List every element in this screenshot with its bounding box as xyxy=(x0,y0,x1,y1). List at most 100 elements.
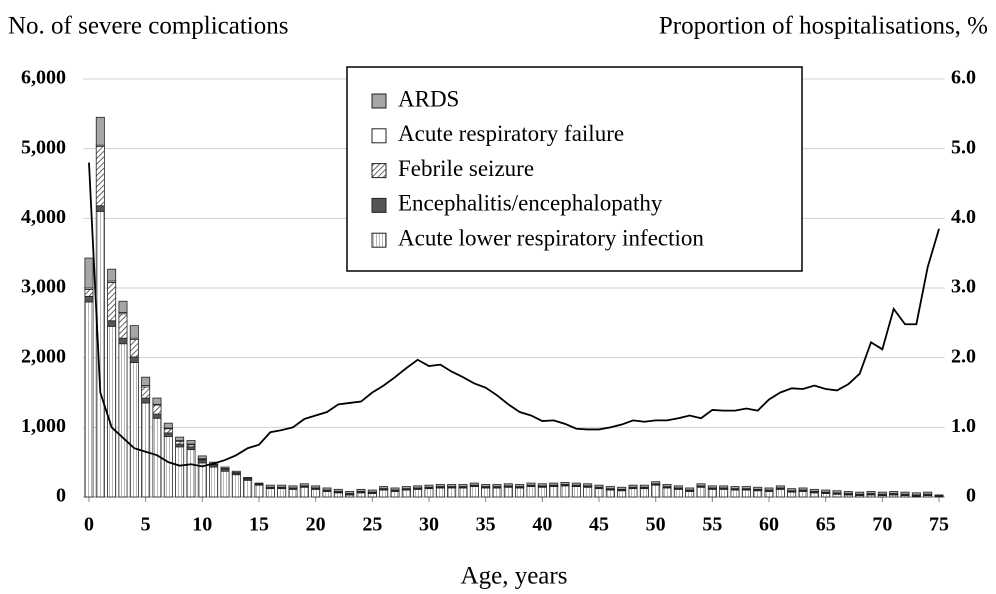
bar-segment xyxy=(333,492,343,498)
bar-segment xyxy=(685,487,695,491)
bar-segment xyxy=(265,484,275,488)
bar-segment xyxy=(107,268,117,282)
bar-segment xyxy=(129,325,139,339)
bar-segment xyxy=(175,436,185,441)
bar-segment xyxy=(560,485,570,498)
bar-segment xyxy=(447,484,457,487)
bar-segment xyxy=(651,484,661,498)
bar-segment xyxy=(481,487,491,498)
bar-segment xyxy=(719,488,729,498)
bar-segment xyxy=(84,257,94,289)
bar-segment xyxy=(855,491,865,495)
x-tick-label: 45 xyxy=(589,514,609,536)
bar-segment xyxy=(753,486,763,490)
bar-segment xyxy=(299,486,309,498)
bar-segment xyxy=(141,376,151,386)
y2-tick-label: 6.0 xyxy=(951,67,976,89)
y-tick-label: 4,000 xyxy=(21,206,66,228)
bar-segment xyxy=(889,491,899,494)
bar-segment xyxy=(605,489,615,498)
bar-segment xyxy=(95,205,105,212)
bar-segment xyxy=(571,482,581,486)
labels: 0 1,000 2,000 3,000 4,000 5,000 6,000 0 1.0 2.0 3.… xyxy=(21,67,976,536)
bar-segment xyxy=(186,446,196,451)
bar-segment xyxy=(141,386,151,399)
x-tick-label: 40 xyxy=(532,514,552,536)
bar-segment xyxy=(662,484,672,487)
y-tick-label: 3,000 xyxy=(21,276,66,298)
bar-segment xyxy=(617,490,627,498)
bar-segment xyxy=(277,488,287,498)
bar-segment xyxy=(163,432,173,437)
bar-segment xyxy=(243,477,253,479)
bar-segment xyxy=(175,446,185,498)
bar-segment xyxy=(220,470,230,498)
bar-segment xyxy=(152,397,162,405)
bar-segment xyxy=(129,356,139,363)
x-axis-title: Age, years xyxy=(461,563,568,590)
legend-label: Acute respiratory failure xyxy=(398,121,624,146)
bar-segment xyxy=(95,210,105,498)
bar-segment xyxy=(753,490,763,498)
x-tick-label: 20 xyxy=(306,514,326,536)
bar-segment xyxy=(639,488,649,498)
bar-segment xyxy=(152,413,162,419)
x-tick-label: 0 xyxy=(84,514,94,536)
bar-segment xyxy=(775,488,785,498)
bar-segment xyxy=(832,493,842,498)
bar-segment xyxy=(197,462,207,498)
y2-tick-label: 2.0 xyxy=(951,345,976,367)
bar-segment xyxy=(594,488,604,498)
y-tick-label: 1,000 xyxy=(21,415,66,437)
legend-label: Febrile seizure xyxy=(398,156,534,181)
legend-swatch xyxy=(371,163,387,179)
bar-segment xyxy=(798,491,808,498)
bar-segment xyxy=(707,488,717,498)
legend: ARDS Acute respiratory failure Febrile sei… xyxy=(346,66,803,272)
bar-segment xyxy=(730,489,740,498)
bar-segment xyxy=(197,459,207,464)
bar-segment xyxy=(673,488,683,498)
bar-segment xyxy=(220,466,230,469)
bar-segment xyxy=(900,491,910,495)
bar-segment xyxy=(288,485,298,489)
bar-segment xyxy=(118,313,128,339)
bar-segment xyxy=(866,491,876,494)
bar-segment xyxy=(447,487,457,498)
bar-segment xyxy=(129,362,139,498)
bar-segment xyxy=(107,282,117,322)
bar-segment xyxy=(628,488,638,498)
y2-axis-title: Proportion of hospitalisations, % xyxy=(659,13,988,40)
bar-segment xyxy=(503,486,513,498)
bar-segment xyxy=(424,484,434,488)
bar-segment xyxy=(549,486,559,498)
bar-segment xyxy=(923,491,933,495)
bar-segment xyxy=(832,490,842,494)
bar-segment xyxy=(118,337,128,345)
bar-segment xyxy=(911,492,921,496)
bar-segment xyxy=(243,479,253,498)
bar-segment xyxy=(209,466,219,498)
bar-segment xyxy=(84,295,94,303)
bar-segment xyxy=(107,325,117,498)
bar-segment xyxy=(345,491,355,494)
y-tick-label: 6,000 xyxy=(21,67,66,89)
bar-segment xyxy=(843,491,853,494)
y2-tick-label: 5.0 xyxy=(951,136,976,158)
legend-label: Acute lower respiratory infection xyxy=(398,225,704,250)
bar-segment xyxy=(254,484,264,498)
bar-segment xyxy=(492,487,502,498)
bar-segment xyxy=(809,488,819,492)
bar-segment xyxy=(435,487,445,498)
bar-segment xyxy=(685,491,695,498)
bar-segment xyxy=(741,486,751,490)
bar-segment xyxy=(877,491,887,495)
bar-segment xyxy=(118,343,128,498)
bar-segment xyxy=(367,493,377,498)
bar-segment xyxy=(401,486,411,490)
bar-segment xyxy=(163,435,173,498)
bar-segment xyxy=(764,491,774,498)
bar-segment xyxy=(95,116,105,146)
bar-segment xyxy=(651,481,661,485)
